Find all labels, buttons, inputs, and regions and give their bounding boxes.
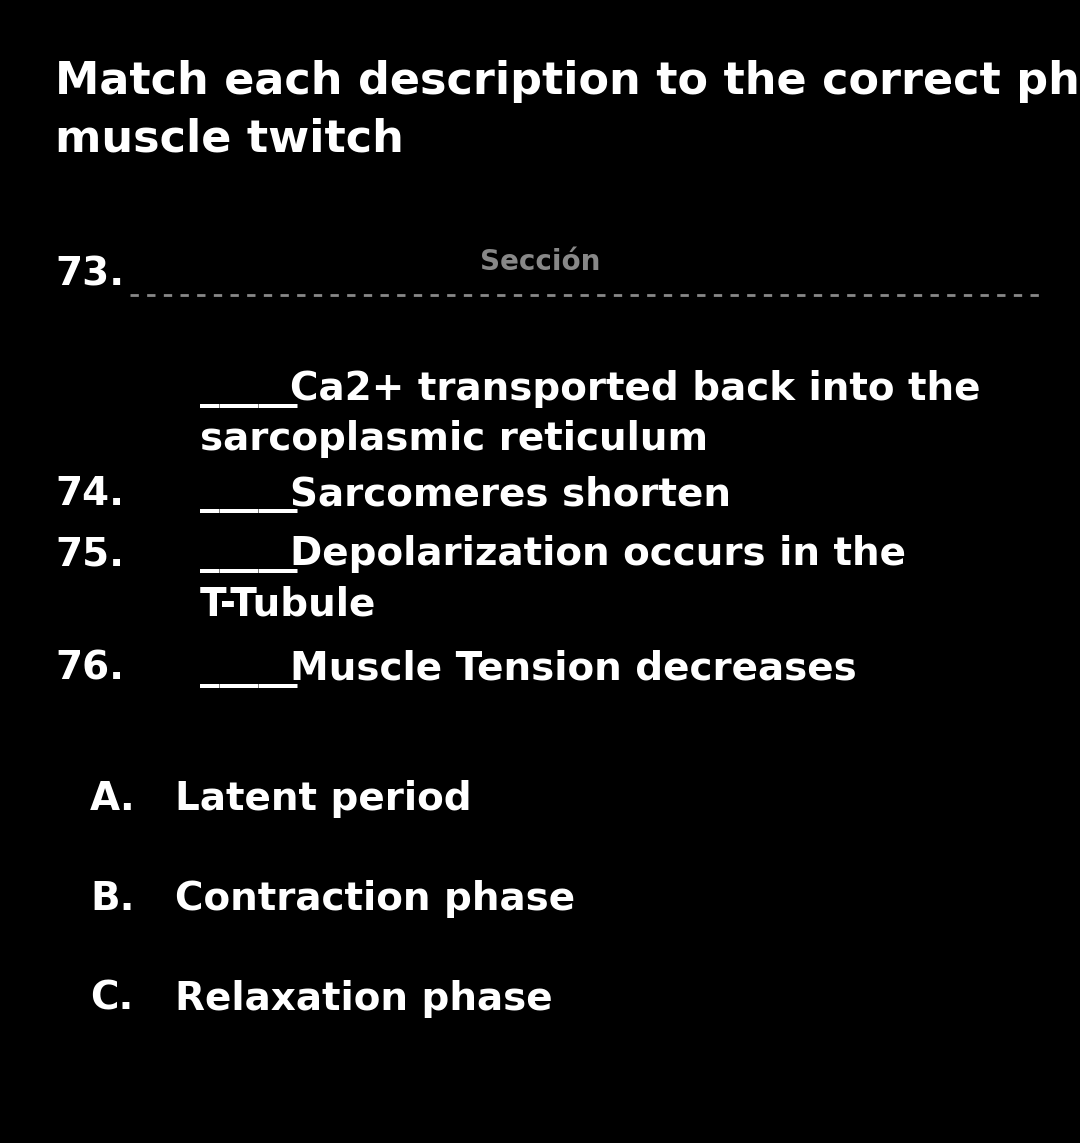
Text: Ca2+ transported back into the: Ca2+ transported back into the [291, 370, 981, 408]
Text: Latent period: Latent period [175, 780, 472, 818]
Text: 74.: 74. [55, 475, 124, 513]
Text: Contraction phase: Contraction phase [175, 880, 576, 918]
Text: C.: C. [90, 980, 133, 1018]
Text: _____: _____ [200, 650, 297, 688]
Text: Muscle Tension decreases: Muscle Tension decreases [291, 650, 856, 688]
Text: _____: _____ [200, 370, 297, 408]
Text: A.: A. [90, 780, 136, 818]
Text: 75.: 75. [55, 535, 124, 573]
Text: 73.: 73. [55, 255, 124, 293]
Text: 76.: 76. [55, 650, 124, 688]
Text: sarcoplasmic reticulum: sarcoplasmic reticulum [200, 419, 708, 458]
Text: Sarcomeres shorten: Sarcomeres shorten [291, 475, 731, 513]
Text: muscle twitch: muscle twitch [55, 118, 404, 161]
Text: Relaxation phase: Relaxation phase [175, 980, 553, 1018]
Text: Sección: Sección [480, 248, 600, 275]
Text: Match each description to the correct phase of a: Match each description to the correct ph… [55, 59, 1080, 103]
Text: B.: B. [90, 880, 135, 918]
Text: _____: _____ [200, 535, 297, 573]
Text: Depolarization occurs in the: Depolarization occurs in the [291, 535, 906, 573]
Text: T-Tubule: T-Tubule [200, 585, 376, 623]
Text: _____: _____ [200, 475, 297, 513]
